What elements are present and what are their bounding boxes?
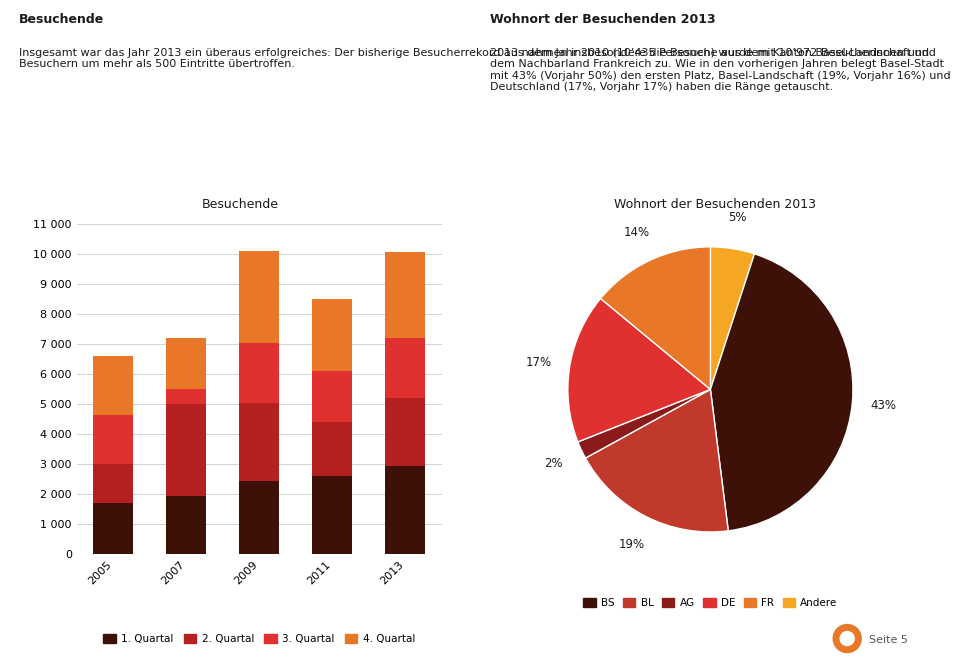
Text: 5%: 5% [729,211,747,224]
Bar [166,496,206,554]
Bar [93,356,133,415]
Bar [385,252,425,339]
Bar [93,504,133,554]
Bar [239,403,279,481]
Legend: BS, BL, AG, DE, FR, Andere: BS, BL, AG, DE, FR, Andere [579,594,842,612]
Text: 17%: 17% [525,356,552,369]
Wedge shape [710,247,755,389]
Circle shape [840,632,854,645]
Text: 43%: 43% [871,399,897,412]
Text: 14%: 14% [623,226,649,238]
Bar [385,339,425,399]
Bar [385,466,425,554]
Text: Insgesamt war das Jahr 2013 ein überaus erfolgreiches: Der bisherige Besucherrek: Insgesamt war das Jahr 2013 ein überaus … [19,48,929,69]
Wedge shape [586,389,729,532]
Bar [239,343,279,403]
Text: Besuchende: Besuchende [202,198,278,211]
Bar [93,415,133,465]
Text: Besuchende: Besuchende [19,13,105,26]
Text: Seite 5: Seite 5 [869,636,907,645]
Bar [312,300,352,372]
Circle shape [833,624,861,653]
Bar [166,389,206,405]
Text: 19%: 19% [618,538,644,551]
Bar [312,422,352,477]
Legend: 1. Quartal, 2. Quartal, 3. Quartal, 4. Quartal: 1. Quartal, 2. Quartal, 3. Quartal, 4. Q… [99,630,420,648]
Wedge shape [578,389,710,458]
Wedge shape [601,247,710,389]
Wedge shape [710,254,852,531]
Text: 2013 nahmen insbesondere die Besuche aus dem Kanton Basel-Landschaft und dem Nac: 2013 nahmen insbesondere die Besuche aus… [490,48,950,92]
Bar [239,251,279,343]
Bar [239,481,279,554]
Text: 2%: 2% [543,457,563,470]
Bar [166,339,206,389]
Bar [166,405,206,496]
Wedge shape [568,298,710,442]
Text: Wohnort der Besuchenden 2013: Wohnort der Besuchenden 2013 [490,13,715,26]
Bar [93,465,133,504]
Text: Wohnort der Besuchenden 2013: Wohnort der Besuchenden 2013 [614,198,816,211]
Bar [312,372,352,422]
Bar [312,477,352,554]
Bar [385,399,425,466]
